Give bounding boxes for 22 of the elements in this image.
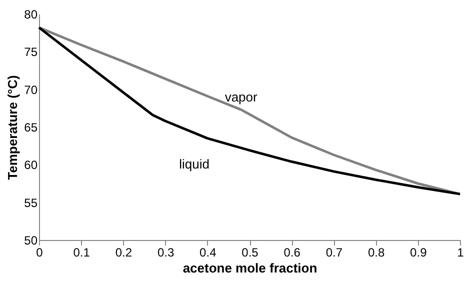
y-tick-label: 55 [24, 196, 38, 210]
y-tick-label: 50 [24, 234, 38, 248]
series-label: liquid [179, 156, 210, 172]
x-tick-label: 0.3 [157, 246, 174, 260]
y-tick-label: 65 [24, 120, 38, 134]
x-tick-label: 0.8 [368, 246, 385, 260]
y-tick-label: 60 [24, 158, 38, 172]
y-tick-label: 70 [24, 82, 38, 97]
x-tick-label: 1 [457, 246, 464, 260]
x-tick-label: 0.1 [73, 246, 90, 260]
x-tick-label: 0.2 [115, 246, 132, 260]
x-tick-label: 0.9 [410, 246, 428, 260]
y-axis-title: Temperature (°C) [5, 75, 20, 180]
x-tick-label: 0 [36, 246, 44, 260]
x-tick-label: 0.5 [242, 246, 259, 260]
series-label: vapor [224, 90, 258, 105]
x-axis-title: acetone mole fraction [182, 260, 318, 276]
y-tick-label: 80 [24, 8, 38, 22]
y-tick-label: 75 [24, 45, 38, 60]
x-tick-label: 0.6 [284, 246, 301, 260]
x-tick-label: 0.7 [326, 246, 343, 260]
x-tick-label: 0.4 [200, 246, 217, 260]
